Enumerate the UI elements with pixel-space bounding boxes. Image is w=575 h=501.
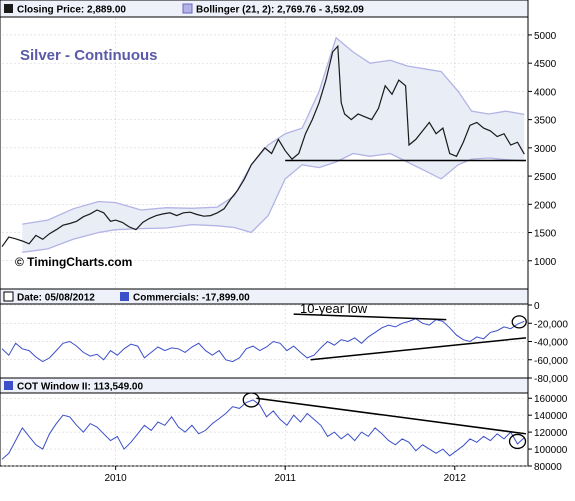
highlight-circle	[511, 315, 527, 329]
commercials-annotations	[293, 313, 527, 361]
commercials-legend-bar	[0, 288, 529, 305]
y-tick-label: 80000	[534, 462, 562, 473]
commercials-y-ticks: -80,000 -60,000 -40,000 -20,000 0	[528, 301, 568, 385]
trend-line	[256, 397, 527, 435]
y-tick-label: 4000	[534, 87, 557, 98]
price-y-ticks: 1000 1500 2000 2500 3000 3500 4000 4500 5000	[528, 31, 557, 268]
y-tick-label: 100000	[534, 445, 568, 456]
commercials-grid	[2, 304, 528, 379]
y-tick-label: -60,000	[534, 356, 568, 367]
y-tick-label: 3500	[534, 116, 557, 127]
y-tick-label: 4500	[534, 59, 557, 70]
y-tick-label: 2000	[534, 200, 557, 211]
bollinger-band-fill	[22, 37, 525, 253]
y-tick-label: 1500	[534, 229, 557, 240]
x-axis-ticks: 2010 2011 2012	[104, 466, 466, 484]
commercials-legend: Commercials: -17,899.00	[133, 293, 250, 304]
y-tick-label: -40,000	[534, 338, 568, 349]
y-tick-label: 1000	[534, 257, 557, 268]
cot-line	[1, 399, 525, 460]
watermark: © TimingCharts.com	[15, 255, 132, 269]
y-tick-label: 120000	[534, 428, 568, 439]
trend-line	[310, 337, 527, 361]
cot-legend-bar	[0, 377, 529, 394]
y-tick-label: -80,000	[534, 374, 568, 385]
chart-title: Silver - Continuous	[20, 47, 158, 64]
closing-price-path	[1, 44, 525, 248]
closing-price-line	[1, 44, 525, 248]
bollinger-legend: Bollinger (21, 2): 2,769.76 - 3,592.09	[196, 5, 364, 16]
cot-grid	[2, 394, 528, 467]
y-tick-label: 0	[534, 301, 540, 312]
date-swatch	[3, 291, 14, 302]
y-tick-label: 5000	[534, 31, 557, 42]
commercials-panel: -80,000 -60,000 -40,000 -20,000 0 Date: 05/0…	[0, 288, 568, 385]
x-tick-label: 2012	[444, 473, 467, 484]
cot-swatch	[4, 381, 13, 390]
cot-path	[1, 399, 525, 460]
x-tick-label: 2011	[274, 473, 296, 484]
bollinger-lower-line	[22, 152, 525, 253]
y-tick-label: -20,000	[534, 319, 568, 330]
price-grid	[2, 18, 528, 289]
cot-legend: COT Window II: 113,549.00	[17, 382, 143, 393]
commercials-swatch	[120, 292, 129, 301]
closing-price-swatch	[4, 4, 13, 13]
bollinger-bands	[22, 36, 525, 253]
date-legend: Date: 05/08/2012	[17, 293, 95, 304]
cot-panel: 80000 100000 120000 140000 160000 COT Window…	[0, 377, 568, 473]
ten-year-low-label: 10-year low	[300, 301, 368, 316]
cot-y-ticks: 80000 100000 120000 140000 160000	[528, 394, 568, 473]
closing-price-legend: Closing Price: 2,889.00	[17, 5, 126, 16]
y-tick-label: 160000	[534, 394, 568, 405]
y-tick-label: 2500	[534, 172, 557, 183]
highlight-circle	[508, 433, 527, 450]
y-tick-label: 140000	[534, 411, 568, 422]
bollinger-upper-line	[22, 36, 525, 225]
price-legend-bar	[0, 0, 529, 18]
price-panel: 1000 1500 2000 2500 3000 3500 4000 4500 5000 Clo…	[0, 0, 557, 290]
x-tick-label: 2010	[104, 473, 127, 484]
y-tick-label: 3000	[534, 144, 557, 155]
bollinger-swatch	[182, 3, 193, 14]
trend-line	[293, 313, 447, 321]
